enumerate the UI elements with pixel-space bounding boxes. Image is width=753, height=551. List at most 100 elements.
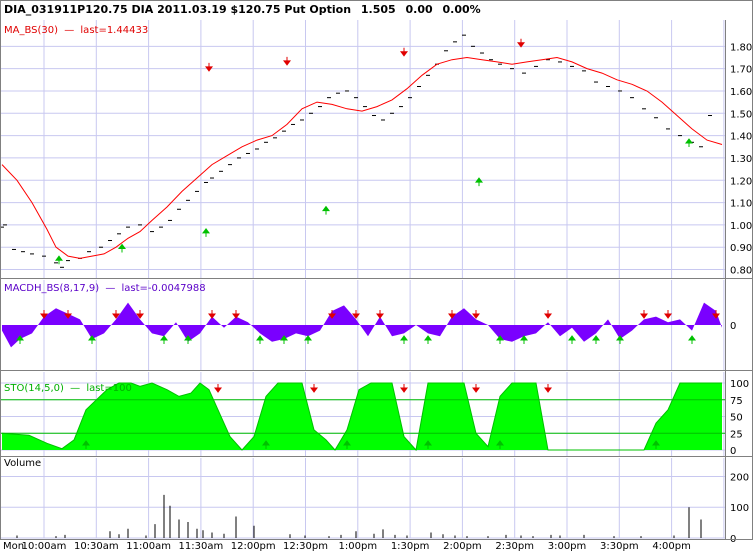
macd-signal-arrow: [232, 310, 240, 319]
macd-signal-arrow: [544, 310, 552, 319]
time-axis-label: 12:00pm: [231, 541, 276, 551]
chart-title: DIA_031911P120.75 DIA 2011.03.19 $120.75…: [4, 3, 481, 16]
macd-signal-arrow: [208, 310, 216, 319]
y-tick-label: 1.30: [730, 154, 752, 165]
macd-signal-arrow: [376, 310, 384, 319]
time-axis-label: 2:30pm: [495, 541, 534, 551]
ma-legend: MA_BS(30) — last=1.44433: [4, 25, 148, 36]
price-change: 0.00: [406, 3, 433, 16]
macd-signal-arrow: [256, 335, 264, 344]
stochastic-signal-arrow: [544, 384, 552, 393]
macd-signal-arrow: [88, 335, 96, 344]
ma-legend-name: MA_BS(30): [4, 25, 58, 36]
macd-signal-arrow: [520, 335, 528, 344]
macd-signal-arrow: [424, 335, 432, 344]
y-tick-label: 1.20: [730, 176, 752, 187]
macd-legend-name: MACDH_BS(8,17,9): [4, 283, 99, 294]
time-axis-label: 1:00pm: [339, 541, 378, 551]
y-tick-label: 0: [730, 321, 736, 332]
macd-legend: MACDH_BS(8,17,9) — last=-0.0047988: [4, 283, 206, 294]
y-tick-label: 0: [730, 446, 736, 457]
macd-signal-arrow: [112, 310, 120, 319]
time-axis-label: 3:00pm: [548, 541, 587, 551]
time-axis-label: 3:30pm: [600, 541, 639, 551]
stochastic-y-axis: 100 75 50 25 0: [730, 379, 749, 457]
price-signal-arrow: [118, 243, 126, 253]
macd-signal-arrow: [352, 310, 360, 319]
stochastic-signal-arrow: [310, 384, 318, 393]
y-tick-label: 0.80: [730, 266, 752, 277]
y-tick-label: 100: [730, 379, 749, 390]
macd-signal-arrow: [136, 310, 144, 319]
macd-signal-arrow: [496, 335, 504, 344]
time-axis-label: 1:30pm: [391, 541, 430, 551]
macd-signals: [16, 310, 720, 344]
y-tick-label: 1.50: [730, 109, 752, 120]
stochastic-legend-last: last=100: [86, 383, 132, 394]
macd-signal-arrow: [616, 335, 624, 344]
time-axis-label: 11:30am: [179, 541, 224, 551]
stochastic-legend-name: STO(14,5,0): [4, 383, 64, 394]
time-axis-label: 10:30am: [74, 541, 119, 551]
stochastic-signal-arrow: [262, 440, 270, 449]
macd-legend-last: last=-0.0047988: [122, 283, 206, 294]
y-tick-label: 100: [730, 503, 749, 514]
y-tick-label: 200: [730, 472, 749, 483]
y-tick-label: 1.80: [730, 42, 752, 53]
stochastic-signal-arrow: [496, 440, 504, 449]
ma-legend-last: last=1.44433: [80, 25, 148, 36]
y-tick-label: 25: [730, 429, 743, 440]
stochastic-signal-arrow: [400, 384, 408, 393]
stochastic-signal-arrow: [82, 440, 90, 449]
time-axis-label: Mon: [3, 541, 24, 551]
macd-signal-arrow: [448, 310, 456, 319]
macd-panel: 0 MACDH_BS(8,17,9) — last=-0.0047988: [2, 283, 736, 348]
stochastic-signal-arrow: [472, 384, 480, 393]
volume-bars: [16, 494, 702, 538]
price-signal-arrow: [283, 56, 291, 66]
price-signal-arrow: [685, 138, 693, 148]
y-tick-label: 1.10: [730, 199, 752, 210]
macd-signal-arrow: [64, 310, 72, 319]
stochastic-signal-arrow: [424, 440, 432, 449]
price-change-pct: 0.00%: [443, 3, 481, 16]
price-signal-arrow: [400, 47, 408, 57]
last-price: 1.505: [361, 3, 396, 16]
macd-signal-arrow: [184, 335, 192, 344]
macd-signal-arrow: [16, 335, 24, 344]
macd-signal-arrow: [160, 335, 168, 344]
time-axis-label: 4:00pm: [652, 541, 691, 551]
price-signal-arrow: [322, 205, 330, 215]
stochastic-reference-lines: [0, 399, 725, 434]
macd-signal-arrow: [688, 335, 696, 344]
y-tick-label: 1.70: [730, 65, 752, 76]
stochastic-line: [1, 382, 722, 452]
price-signal-arrow: [55, 255, 63, 265]
ma-line: [1, 56, 723, 259]
price-signal-arrow: [475, 177, 483, 187]
macd-signal-arrow: [640, 310, 648, 319]
time-axis-label: 12:30pm: [283, 541, 328, 551]
stochastic-panel: 100 75 50 25 0 STO(14,5,0) — last=100: [0, 379, 749, 457]
macd-signal-arrow: [40, 310, 48, 319]
chart-title-text: DIA_031911P120.75 DIA 2011.03.19 $120.75…: [4, 3, 351, 16]
macd-signal-arrow: [472, 310, 480, 319]
macd-y-axis: 0: [730, 321, 736, 332]
macd-signal-arrow: [328, 310, 336, 319]
stochastic-legend: STO(14,5,0) — last=100: [4, 383, 132, 394]
macd-signal-arrow: [304, 335, 312, 344]
macd-signal-arrow: [400, 335, 408, 344]
price-signal-arrow: [205, 62, 213, 72]
price-signal-arrow: [202, 228, 210, 237]
macd-signal-arrow: [712, 310, 720, 319]
y-tick-label: 50: [730, 413, 743, 424]
y-tick-label: 1.60: [730, 87, 752, 98]
y-tick-label: 0.90: [730, 243, 752, 254]
stochastic-signal-arrow: [343, 440, 351, 449]
price-ticks: [0, 34, 712, 268]
stochastic-signals: [82, 384, 660, 449]
stochastic-signal-arrow: [214, 384, 222, 393]
macd-signal-arrow: [280, 335, 288, 344]
